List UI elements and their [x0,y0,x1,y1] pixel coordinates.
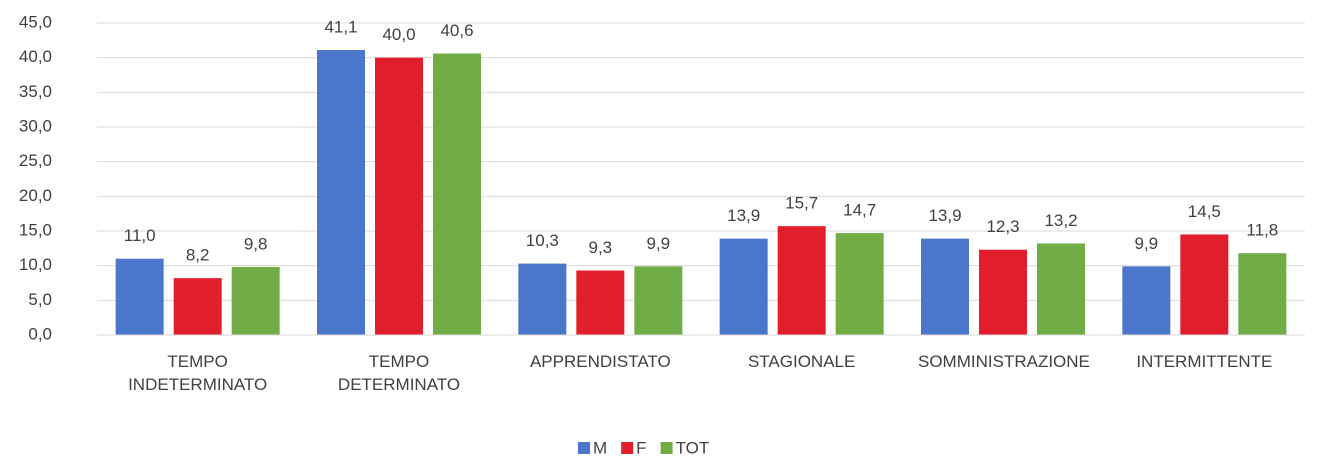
legend-swatch [621,442,634,454]
y-tick-label: 10,0 [19,255,52,274]
x-tick-label: SOMMINISTRAZIONE [918,352,1090,371]
bar [1037,243,1085,335]
legend-swatch [660,442,673,454]
data-label: 8,2 [186,246,210,265]
data-label: 10,3 [526,231,559,250]
y-tick-label: 35,0 [19,82,52,101]
data-label: 14,7 [843,201,876,220]
y-tick-label: 25,0 [19,151,52,170]
y-tick-label: 5,0 [28,290,52,309]
x-tick-label: TEMPO INDETERMINATO [128,352,268,394]
data-label: 11,0 [124,226,156,245]
bar [1180,234,1229,335]
data-label: 9,9 [1135,234,1159,253]
data-label: 40,0 [382,25,415,44]
bar [173,278,222,335]
y-tick-label: 20,0 [19,186,52,205]
bar [1122,266,1171,335]
data-label: 13,9 [727,206,760,225]
bar [433,53,481,336]
bar [115,258,164,335]
y-tick-label: 30,0 [19,116,52,135]
bar [979,249,1027,335]
bar [634,266,683,335]
legend-swatch [578,442,590,454]
bar [777,226,826,335]
data-label: 13,2 [1044,211,1077,230]
data-label: 13,9 [928,206,961,225]
bar [921,238,969,335]
bar [576,270,625,335]
data-label: 14,5 [1188,202,1221,221]
data-label: 9,8 [244,235,268,254]
data-label: 9,3 [589,238,613,257]
y-tick-label: 40,0 [19,47,52,66]
bar [1238,253,1287,335]
legend-label: F [636,438,646,456]
data-label: 12,3 [986,217,1019,236]
y-tick-label: 0,0 [28,324,52,343]
data-label: 40,6 [440,21,473,40]
legend-label: M [593,438,607,456]
bar [317,50,365,335]
x-tick-label: INTERMITTENTE [1136,352,1273,371]
data-label: 41,1 [324,18,357,37]
bar [375,57,423,336]
data-label: 9,9 [647,234,671,253]
y-tick-label: 45,0 [19,12,52,31]
x-tick-label: STAGIONALE [747,352,856,371]
legend-label: TOT [676,438,710,456]
data-label: 15,7 [785,194,818,213]
bar [719,238,768,335]
bar [231,267,280,335]
y-tick-label: 15,0 [19,220,52,239]
data-label: 11,8 [1246,221,1278,240]
x-tick-label: TEMPO DETERMINATO [337,352,461,394]
bar [835,233,884,335]
x-tick-label: APPRENDISTATO [529,352,671,371]
bar [518,263,567,335]
